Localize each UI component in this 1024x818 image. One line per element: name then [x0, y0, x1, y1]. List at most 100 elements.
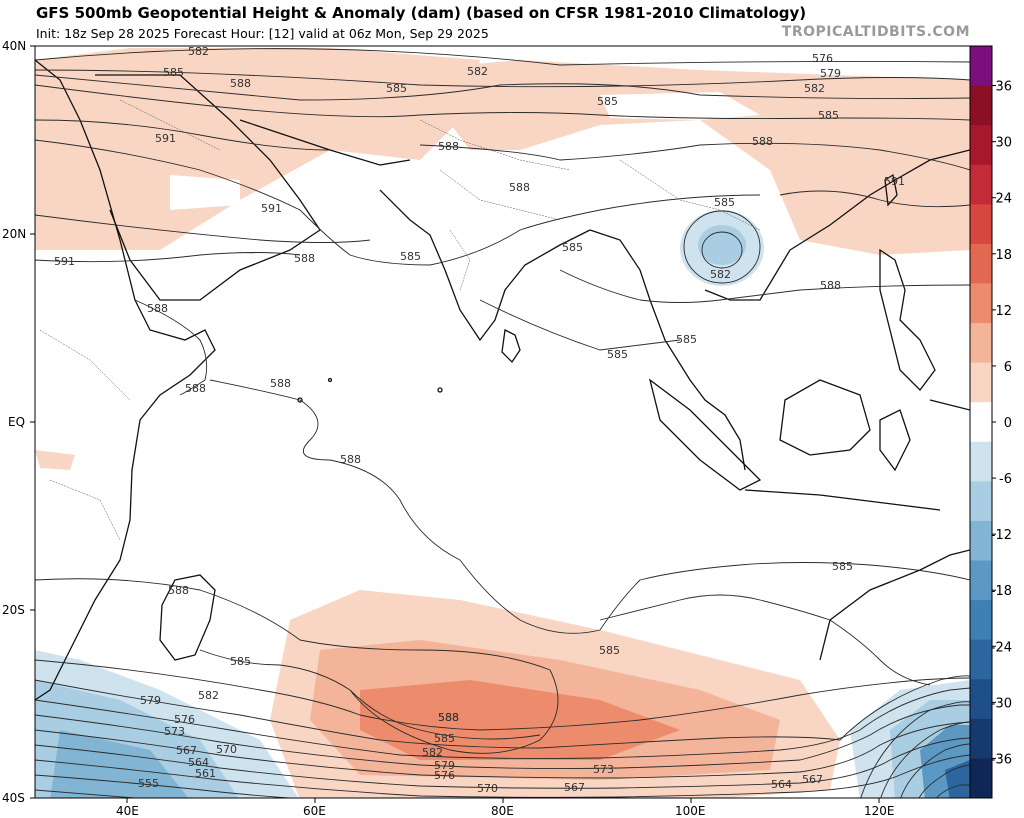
contour-label: 576 — [174, 713, 195, 726]
contour-label: 585 — [400, 250, 421, 263]
colorbar-swatch — [970, 718, 992, 759]
colorbar-swatch — [970, 204, 992, 245]
contour-label: 585 — [607, 348, 628, 361]
colorbar-swatch — [970, 164, 992, 205]
colorbar-ticks: 36 30 24 18 12 6 0 -6 -12 -18 -24 -30 -36 — [991, 80, 1012, 768]
contour-label: 561 — [195, 767, 216, 780]
contour-label: 579 — [820, 67, 841, 80]
colorbar-swatch — [970, 283, 992, 324]
contour-label: 579 — [140, 694, 161, 707]
latitude-labels: 40N 20N EQ 20S 40S — [2, 39, 26, 805]
contour-label: 576 — [434, 769, 455, 782]
lat-label: 20S — [2, 603, 25, 617]
contour-label: 588 — [147, 302, 168, 315]
colorbar-swatch — [970, 441, 992, 482]
contour-label: 573 — [164, 725, 185, 738]
contour-label: 585 — [386, 82, 407, 95]
colorbar-tick-label: 6 — [1004, 360, 1012, 375]
colorbar-swatch — [970, 481, 992, 522]
contour-label: 591 — [155, 132, 176, 145]
lon-label: 80E — [491, 804, 514, 818]
contour-label: 564 — [771, 778, 792, 791]
brand-watermark[interactable]: TROPICALTIDBITS.COM — [781, 24, 970, 40]
lon-label: 100E — [675, 804, 706, 818]
coastlines — [35, 59, 970, 701]
colorbar-tick-label: 18 — [995, 248, 1012, 263]
colorbar-swatch — [970, 46, 992, 87]
longitude-labels: 40E 60E 80E 100E 120E — [116, 804, 895, 818]
colorbar: 36 30 24 18 12 6 0 -6 -12 -18 -24 -30 -36 — [969, 45, 1012, 799]
contour-label: 588 — [820, 279, 841, 292]
contour-label: 585 — [163, 66, 184, 79]
colorbar-tick-label: -24 — [991, 640, 1012, 655]
contour-label: 576 — [812, 52, 833, 65]
contour-label: 588 — [168, 584, 189, 597]
contour-label: 555 — [138, 777, 159, 790]
contour-label: 567 — [564, 781, 585, 794]
contour-label: 579 — [434, 759, 455, 772]
contour-label: 588 — [270, 377, 291, 390]
contour-label: 588 — [294, 252, 315, 265]
colorbar-tick-label: -12 — [991, 528, 1012, 543]
contour-label: 573 — [593, 763, 614, 776]
contour-label: 582 — [422, 746, 443, 759]
lat-label: 20N — [2, 227, 26, 241]
contour-label: 588 — [438, 140, 459, 153]
contour-label: 585 — [832, 560, 853, 573]
lon-label: 120E — [864, 804, 895, 818]
contour-label: 588 — [438, 711, 459, 724]
contour-label: 567 — [802, 773, 823, 786]
contour-labels: 582 585 588 591 582 585 585 588 576 579 … — [54, 45, 905, 795]
lon-label: 40E — [116, 804, 139, 818]
colorbar-swatch — [970, 85, 992, 126]
height-contours — [35, 48, 970, 798]
colorbar-swatches — [970, 46, 992, 799]
contour-label: 585 — [597, 95, 618, 108]
lon-label: 60E — [303, 804, 326, 818]
contour-label: 588 — [438, 711, 459, 724]
contour-label: 588 — [509, 181, 530, 194]
contour-label: 582 — [804, 82, 825, 95]
colorbar-swatch — [970, 402, 992, 443]
colorbar-tick-label: 30 — [995, 136, 1012, 151]
map-title: GFS 500mb Geopotential Height & Anomaly … — [36, 4, 807, 22]
lat-label: EQ — [8, 415, 25, 429]
map-subtitle: Init: 18z Sep 28 2025 Forecast Hour: [12… — [36, 26, 489, 41]
lat-label: 40N — [2, 39, 26, 53]
colorbar-tick-label: 0 — [1004, 416, 1012, 431]
colorbar-swatch — [970, 362, 992, 403]
colorbar-swatch — [970, 520, 992, 562]
colorbar-swatch — [970, 758, 992, 799]
lat-label: 40S — [2, 791, 25, 805]
colorbar-tick-label: -36 — [991, 752, 1012, 767]
contour-label: 582 — [188, 45, 209, 58]
contour-label: 588 — [185, 382, 206, 395]
contour-label: 582 — [198, 689, 219, 702]
colorbar-swatch — [970, 600, 992, 641]
contour-label: 591 — [261, 202, 282, 215]
colorbar-swatch — [970, 323, 992, 364]
contour-label: 585 — [714, 196, 735, 209]
contour-label: 588 — [340, 453, 361, 466]
colorbar-swatch — [970, 639, 992, 680]
contour-label: 570 — [216, 743, 237, 756]
contour-label: 585 — [230, 655, 251, 668]
contour-label: 585 — [562, 241, 583, 254]
colorbar-tick-label: -6 — [999, 472, 1012, 487]
colorbar-swatch — [970, 243, 992, 284]
colorbar-tick-label: 12 — [995, 304, 1012, 319]
contour-label: 591 — [884, 175, 905, 188]
contour-label: 567 — [176, 744, 197, 757]
colorbar-tick-label: -30 — [991, 696, 1012, 711]
contour-label: 588 — [752, 135, 773, 148]
colorbar-tick-label: 24 — [995, 192, 1012, 207]
contour-label: 582 — [467, 65, 488, 78]
contour-label: 585 — [818, 109, 839, 122]
colorbar-tick-label: -18 — [991, 584, 1012, 599]
contour-label: 585 — [599, 644, 620, 657]
contour-label: 564 — [188, 756, 209, 769]
contour-label: 585 — [434, 732, 455, 745]
contour-label: 582 — [710, 268, 731, 281]
colorbar-swatch — [970, 125, 992, 166]
